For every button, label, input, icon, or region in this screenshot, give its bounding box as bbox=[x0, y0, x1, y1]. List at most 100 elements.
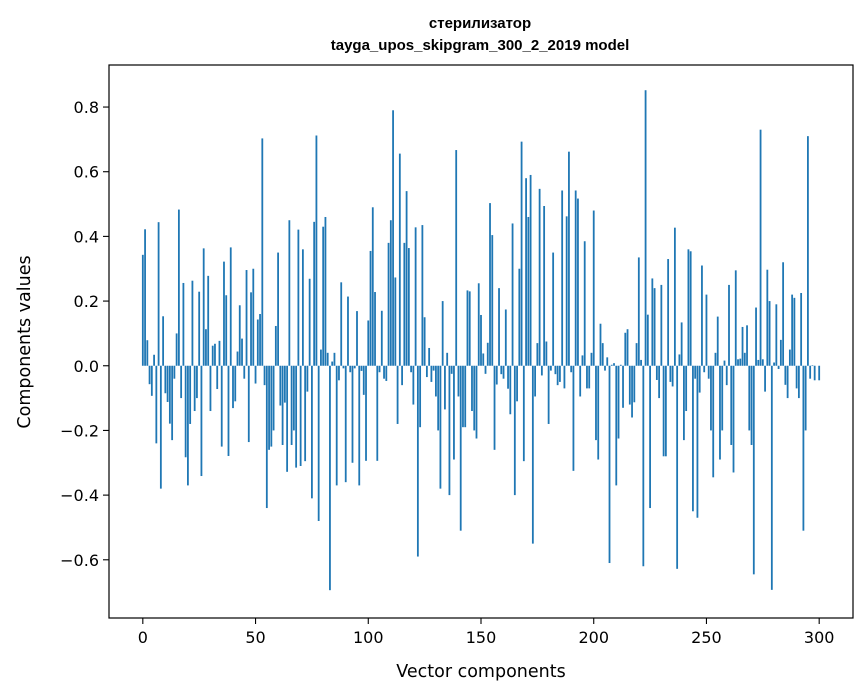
bar-129 bbox=[432, 365, 435, 371]
bar-240 bbox=[683, 365, 685, 441]
bar-162 bbox=[507, 365, 509, 389]
bar-146 bbox=[471, 365, 473, 412]
bar-134 bbox=[444, 365, 446, 410]
bar-57 bbox=[270, 365, 273, 447]
bar-81 bbox=[324, 216, 327, 366]
bar-295 bbox=[807, 136, 809, 366]
bar-0 bbox=[141, 254, 144, 366]
bar-277 bbox=[766, 269, 769, 366]
bar-221 bbox=[640, 359, 642, 366]
bar-46 bbox=[245, 270, 248, 366]
bar-15 bbox=[175, 333, 178, 366]
bar-101 bbox=[369, 250, 372, 366]
bar-65 bbox=[288, 220, 291, 366]
bar-171 bbox=[527, 216, 530, 366]
bar-187 bbox=[563, 365, 566, 389]
bar-210 bbox=[615, 365, 618, 486]
bar-72 bbox=[304, 365, 307, 462]
bar-264 bbox=[737, 359, 739, 366]
bar-280 bbox=[773, 362, 775, 366]
bar-152 bbox=[484, 365, 487, 374]
bar-50 bbox=[254, 365, 257, 384]
bar-112 bbox=[394, 277, 397, 366]
bar-133 bbox=[441, 301, 444, 366]
bar-11 bbox=[166, 365, 169, 402]
bar-217 bbox=[631, 365, 633, 418]
bar-53 bbox=[261, 138, 264, 366]
bar-108 bbox=[385, 365, 388, 381]
bar-297 bbox=[811, 365, 814, 367]
bar-127 bbox=[428, 347, 431, 366]
bar-160 bbox=[502, 365, 505, 379]
y-tick-label: 0.4 bbox=[74, 227, 99, 246]
x-tick-label: 100 bbox=[353, 628, 384, 647]
bar-19 bbox=[184, 365, 187, 458]
bar-14 bbox=[173, 365, 176, 379]
bar-55 bbox=[265, 365, 268, 509]
bar-161 bbox=[504, 309, 507, 366]
bar-44 bbox=[241, 338, 243, 366]
bar-124 bbox=[421, 225, 424, 366]
bar-75 bbox=[311, 365, 313, 499]
bar-154 bbox=[489, 203, 491, 366]
bar-273 bbox=[757, 359, 760, 366]
bar-88 bbox=[340, 282, 343, 366]
bar-25 bbox=[198, 291, 201, 366]
bar-77 bbox=[315, 135, 318, 366]
bar-56 bbox=[268, 365, 270, 450]
bar-45 bbox=[243, 365, 246, 379]
bar-218 bbox=[633, 365, 636, 403]
bar-262 bbox=[732, 365, 735, 473]
bar-207 bbox=[608, 365, 611, 564]
bar-140 bbox=[457, 365, 460, 397]
bar-235 bbox=[671, 365, 674, 387]
bar-84 bbox=[331, 361, 334, 366]
bar-74 bbox=[308, 278, 311, 366]
bar-189 bbox=[568, 151, 570, 366]
bar-30 bbox=[209, 365, 212, 412]
bar-243 bbox=[689, 251, 692, 366]
bar-172 bbox=[529, 174, 532, 366]
bar-267 bbox=[743, 352, 746, 366]
bar-143 bbox=[464, 365, 467, 428]
bar-247 bbox=[698, 365, 701, 393]
bar-20 bbox=[187, 365, 189, 486]
bar-121 bbox=[414, 227, 417, 366]
bar-54 bbox=[263, 365, 266, 386]
bar-28 bbox=[205, 329, 207, 366]
bar-107 bbox=[383, 365, 385, 379]
bar-199 bbox=[590, 352, 593, 366]
bar-62 bbox=[281, 365, 284, 445]
bar-180 bbox=[547, 365, 550, 424]
bar-229 bbox=[658, 365, 661, 399]
bar-92 bbox=[349, 365, 352, 373]
bar-36 bbox=[223, 261, 225, 366]
x-tick-label: 150 bbox=[466, 628, 497, 647]
bar-24 bbox=[196, 365, 198, 399]
bar-86 bbox=[335, 365, 338, 486]
bar-157 bbox=[495, 365, 498, 385]
bar-99 bbox=[365, 365, 367, 461]
bar-97 bbox=[360, 365, 363, 371]
bar-35 bbox=[220, 365, 223, 447]
bar-228 bbox=[655, 365, 658, 380]
bar-285 bbox=[784, 365, 787, 385]
bar-234 bbox=[669, 365, 672, 382]
bar-40 bbox=[232, 365, 234, 409]
bar-27 bbox=[202, 248, 205, 366]
bar-126 bbox=[425, 365, 428, 378]
bar-170 bbox=[525, 178, 527, 366]
bar-91 bbox=[347, 296, 349, 366]
bar-48 bbox=[250, 292, 252, 366]
bar-131 bbox=[437, 365, 440, 431]
bar-201 bbox=[595, 365, 597, 441]
bar-98 bbox=[362, 365, 365, 395]
bar-181 bbox=[549, 365, 552, 371]
bar-59 bbox=[274, 325, 277, 366]
bar-110 bbox=[389, 220, 392, 366]
bar-139 bbox=[455, 150, 458, 366]
bar-237 bbox=[676, 365, 679, 569]
bar-178 bbox=[543, 206, 546, 366]
bar-226 bbox=[651, 278, 654, 366]
bar-279 bbox=[770, 365, 773, 590]
